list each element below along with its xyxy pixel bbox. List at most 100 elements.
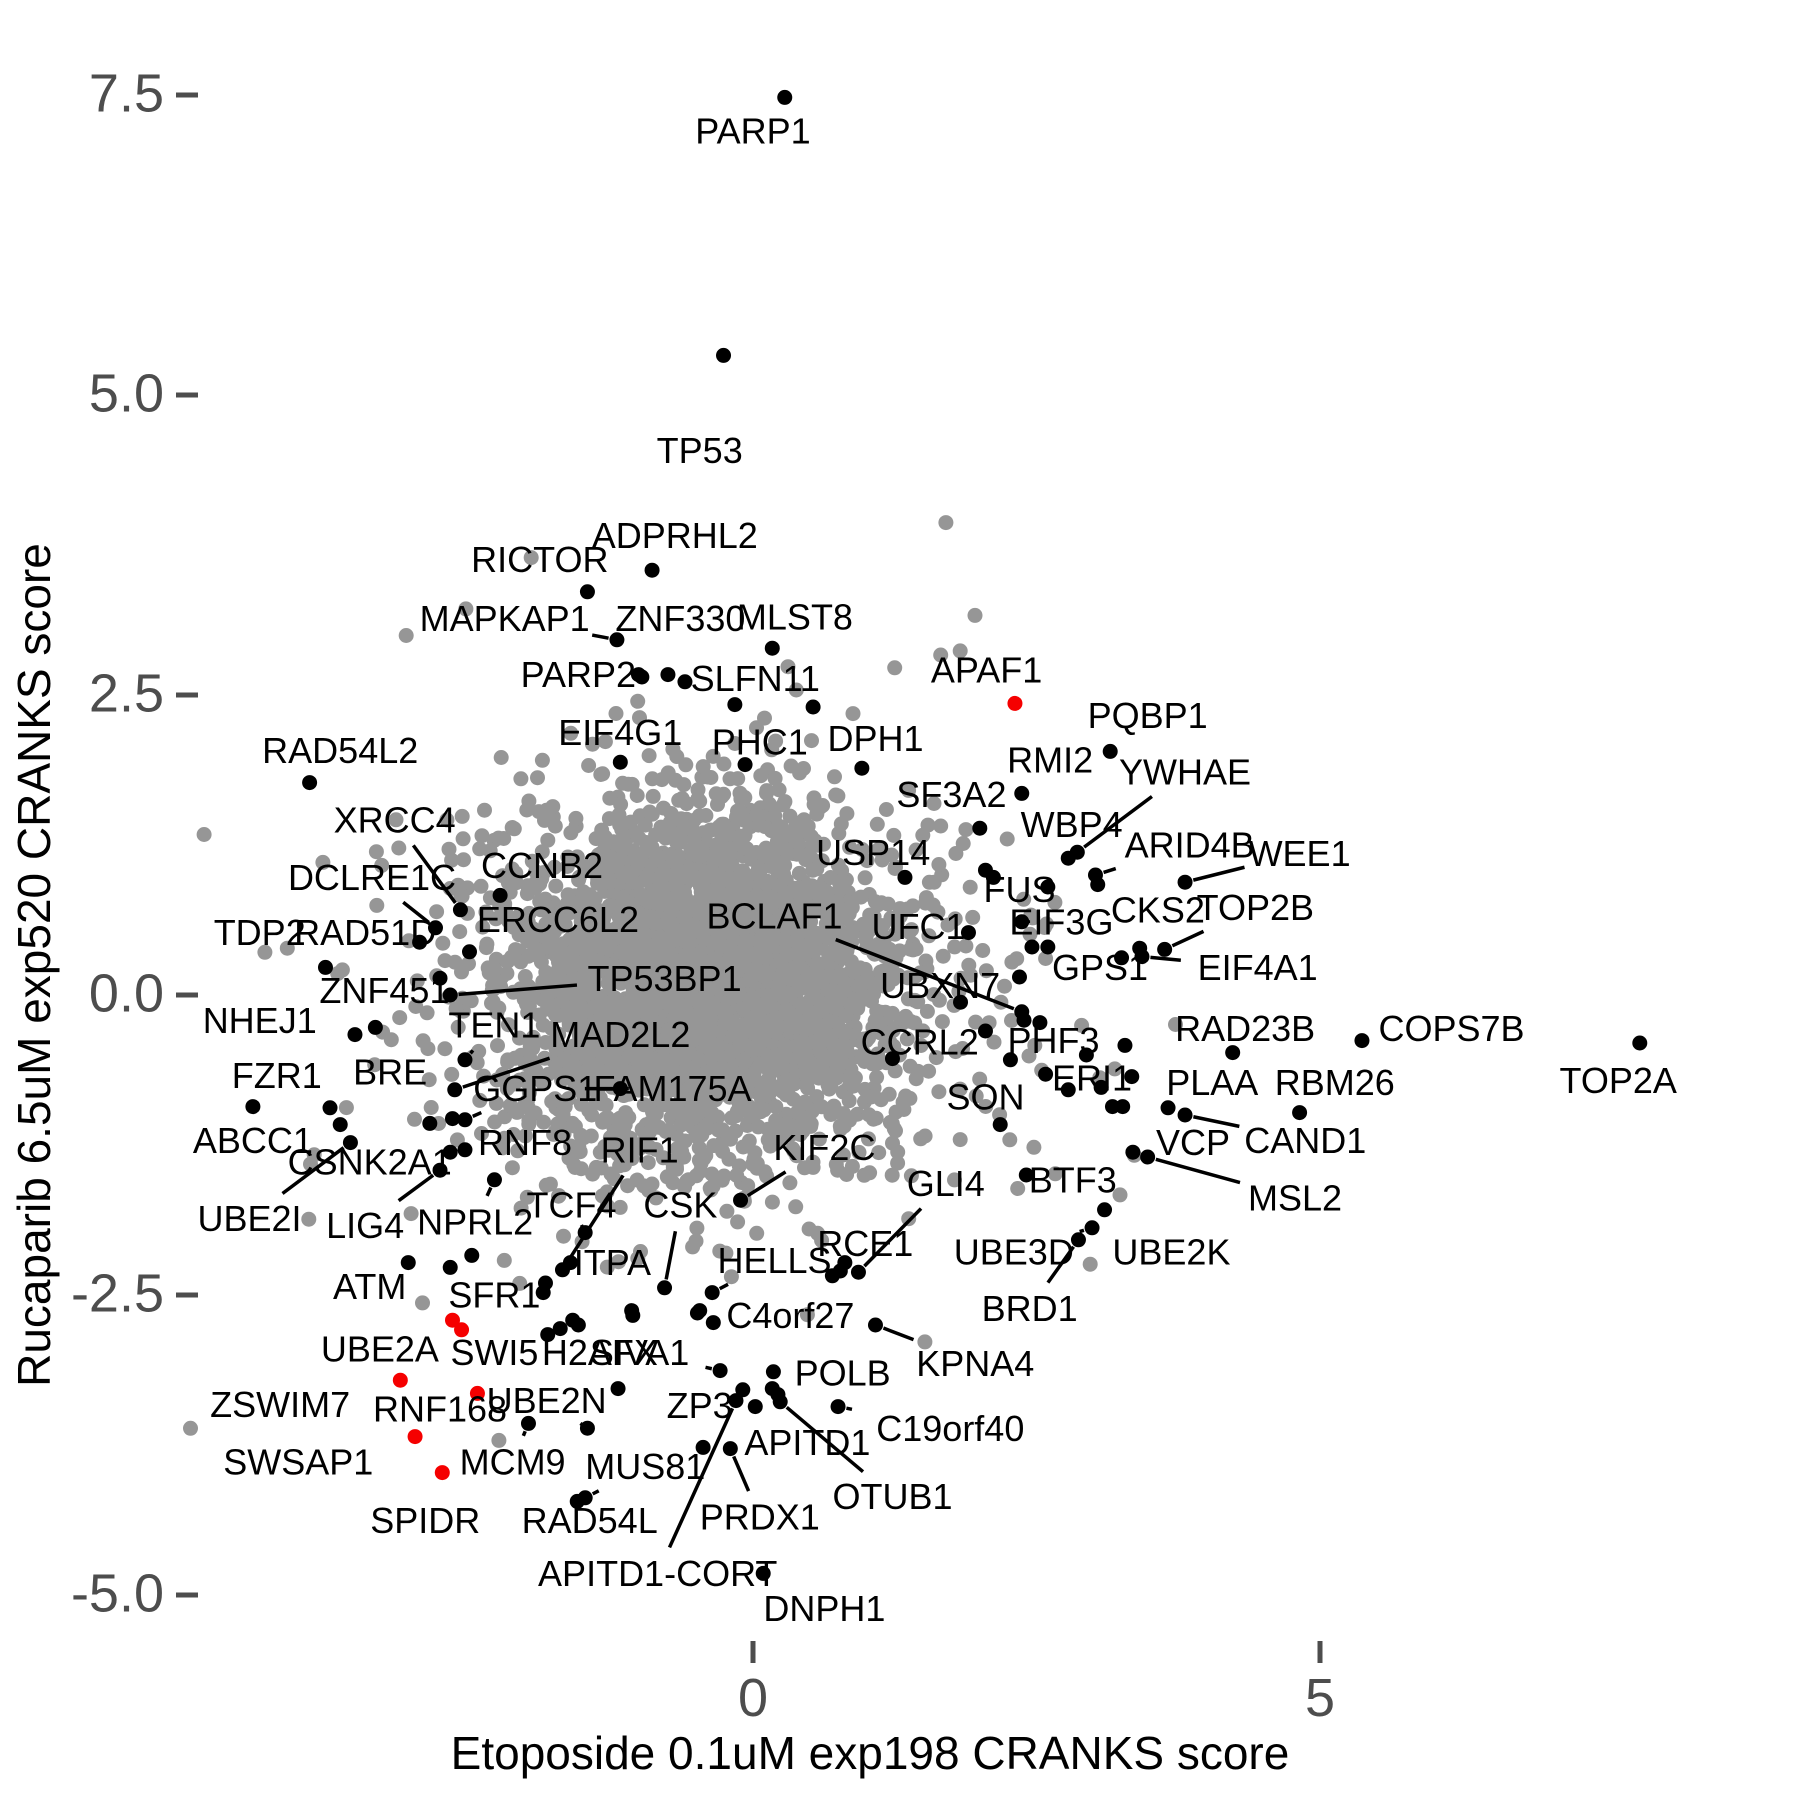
cloud-point	[898, 1008, 914, 1024]
extra-point	[1078, 1047, 1094, 1063]
cloud-point	[581, 1066, 597, 1081]
point-RAD54L2	[302, 775, 318, 791]
point-MSL2	[1140, 1149, 1156, 1165]
leader-line-MAD2L2	[462, 1056, 551, 1089]
point-SFR1	[537, 1275, 553, 1291]
cloud-point	[899, 1031, 915, 1047]
extra-point	[464, 1247, 480, 1263]
cloud-point	[952, 643, 968, 659]
cloud-point	[398, 628, 414, 643]
cloud-point	[705, 903, 721, 919]
cloud-point	[415, 1033, 431, 1049]
extra-point	[1040, 939, 1056, 955]
cloud-point	[780, 1080, 796, 1096]
cloud-point	[531, 1007, 547, 1023]
cloud-point	[722, 848, 737, 864]
cloud-point	[736, 839, 751, 855]
point-GGPS1	[457, 1112, 473, 1128]
extra-point	[985, 869, 1001, 885]
cloud-point	[643, 856, 659, 872]
point-TOP2A	[1632, 1035, 1648, 1051]
cloud-point	[729, 1167, 745, 1183]
cloud-point	[776, 866, 792, 882]
cloud-point	[885, 1022, 901, 1038]
label-UBE2N: UBE2N	[487, 1380, 607, 1421]
cloud-point	[829, 1060, 845, 1076]
cloud-point	[632, 710, 647, 726]
cloud-point	[688, 846, 703, 862]
cloud-point	[547, 818, 563, 834]
label-RAD54L2: RAD54L2	[262, 730, 418, 771]
point-CAND1	[1177, 1107, 1193, 1123]
cloud-point	[520, 1004, 536, 1020]
cloud-point	[918, 953, 934, 969]
cloud-point	[419, 1005, 435, 1021]
cloud-point	[613, 1059, 629, 1075]
label-MSL2: MSL2	[1248, 1177, 1342, 1218]
cloud-point	[839, 1167, 855, 1182]
cloud-point	[444, 1066, 460, 1082]
cloud-point	[508, 942, 523, 958]
cloud-point	[505, 984, 521, 1000]
cloud-point	[890, 967, 906, 983]
cloud-point	[838, 1025, 854, 1041]
point-KPNA4	[867, 1317, 883, 1333]
cloud-point	[792, 949, 807, 965]
cloud-point	[534, 844, 550, 860]
cloud-point	[948, 846, 964, 861]
cloud-point	[524, 933, 540, 949]
point-ABCC1	[332, 1117, 348, 1133]
cloud-point	[842, 1070, 858, 1086]
leader-line-CAND1	[1193, 1115, 1240, 1129]
cloud-point	[692, 793, 708, 809]
cloud-point	[1026, 1139, 1042, 1155]
extra-point	[552, 1321, 568, 1337]
cloud-point	[812, 1030, 828, 1046]
label-UFC1: UFC1	[872, 906, 966, 947]
cloud-point	[614, 1001, 630, 1017]
cloud-point	[454, 808, 470, 824]
cloud-point	[601, 898, 617, 914]
cloud-point	[688, 1107, 704, 1123]
cloud-point	[778, 1048, 794, 1064]
point-UBXN7	[953, 994, 969, 1010]
cloud-point	[788, 682, 804, 698]
leader-line-TOP2B	[1171, 929, 1205, 948]
cloud-point	[647, 1000, 662, 1016]
cloud-point	[1112, 1187, 1128, 1203]
cloud-point	[725, 1071, 741, 1087]
leader-line-CSK	[664, 1230, 678, 1280]
cloud-point	[935, 948, 951, 964]
label-CSNK2A1: CSNK2A1	[288, 1141, 452, 1182]
label-TP53BP1: TP53BP1	[588, 958, 742, 999]
background-cloud	[183, 515, 1183, 1448]
cloud-point	[568, 810, 584, 826]
cloud-point	[702, 1035, 718, 1051]
leader-line-YWHAE	[1083, 795, 1153, 849]
cloud-point	[809, 941, 825, 957]
cloud-point	[611, 1254, 626, 1270]
cloud-point	[555, 1107, 571, 1123]
extra-point	[677, 674, 693, 690]
point-UBE3D	[1084, 1220, 1100, 1236]
cloud-point	[835, 1147, 851, 1163]
cloud-point	[623, 1045, 639, 1061]
leader-line-RIF1	[565, 1174, 625, 1264]
cloud-point	[767, 808, 783, 824]
cloud-point	[458, 601, 474, 617]
cloud-point	[439, 812, 455, 828]
point-CSK	[657, 1280, 673, 1296]
cloud-point	[857, 961, 873, 977]
extra-point	[1115, 1099, 1131, 1115]
label-KPNA4: KPNA4	[916, 1343, 1034, 1384]
label-CKS2: CKS2	[1111, 889, 1205, 930]
cloud-point	[566, 1157, 582, 1172]
cloud-point	[676, 777, 692, 793]
cloud-point	[536, 1114, 552, 1130]
cloud-point	[830, 788, 846, 804]
cloud-point	[671, 1046, 687, 1062]
cloud-point	[961, 957, 977, 973]
point-ARID4B	[1087, 867, 1103, 883]
